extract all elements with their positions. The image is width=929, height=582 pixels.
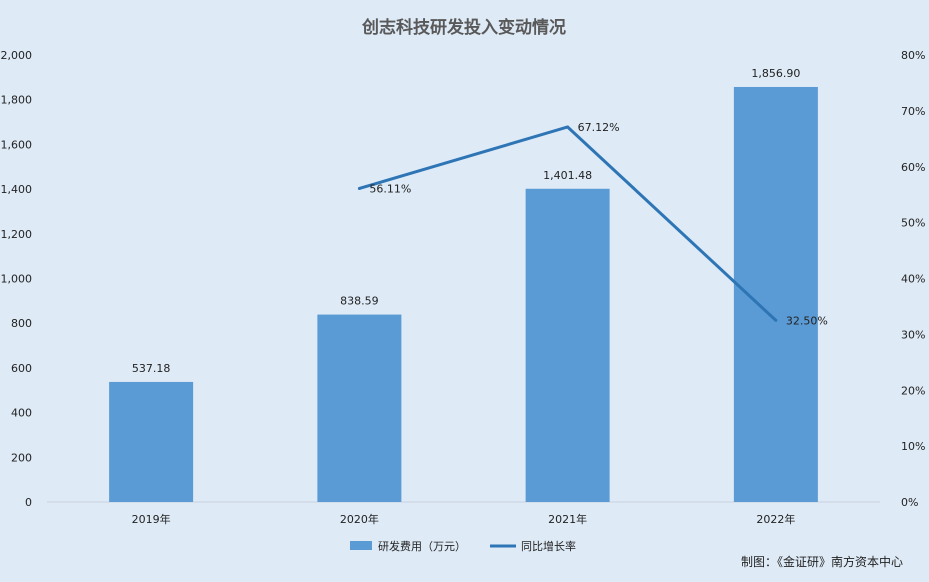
x-tick-label: 2020年 [340,512,379,526]
bar-data-label: 838.59 [340,295,379,308]
y-left-tick-label: 600 [11,362,32,375]
bar [317,314,402,502]
line-point [566,125,570,129]
line-data-label: 32.50% [786,314,828,327]
bar-data-label: 1,401.48 [543,169,592,182]
y-left-tick-label: 1,000 [1,273,33,286]
legend-label-line: 同比增长率 [521,539,576,553]
x-tick-label: 2022年 [756,512,795,526]
source-note: 制图：《金证研》南方资本中心 [741,554,903,569]
chart-title: 创志科技研发投入变动情况 [361,17,566,38]
y-left-tick-label: 2,000 [1,49,33,62]
bar-data-label: 1,856.90 [751,67,800,80]
y-right-tick-label: 10% [901,440,925,453]
y-right-tick-label: 40% [901,273,925,286]
y-right-tick-label: 0% [901,496,918,509]
y-right-tick-label: 60% [901,161,925,174]
y-left-tick-label: 800 [11,317,32,330]
line-point [357,186,361,190]
y-left-tick-label: 1,600 [1,138,33,151]
y-right-tick-label: 50% [901,217,925,230]
bar [525,188,610,502]
y-left-tick-label: 1,800 [1,94,33,107]
x-tick-label: 2021年 [548,512,587,526]
line-data-label: 56.11% [369,182,411,195]
y-right-tick-label: 70% [901,105,925,118]
y-right-tick-label: 20% [901,384,925,397]
y-right-tick-label: 80% [901,49,925,62]
legend-swatch-bar [350,541,372,550]
y-left-tick-label: 400 [11,407,32,420]
x-tick-label: 2019年 [132,512,171,526]
line-data-label: 67.12% [578,121,620,134]
bar-data-label: 537.18 [132,362,171,375]
legend-label-bar: 研发费用（万元） [378,539,466,553]
plot-area: 0 200 400 600 800 1,000 1,200 1,400 1,600 1,800 2,… [1,49,926,553]
y-right-tick-label: 30% [901,328,925,341]
y-left-tick-label: 1,400 [1,183,33,196]
y-left-tick-label: 200 [11,451,32,464]
y-left-tick-label: 1,200 [1,228,33,241]
y-left-tick-label: 0 [25,496,32,509]
bar [109,381,194,502]
line-point [774,318,778,322]
